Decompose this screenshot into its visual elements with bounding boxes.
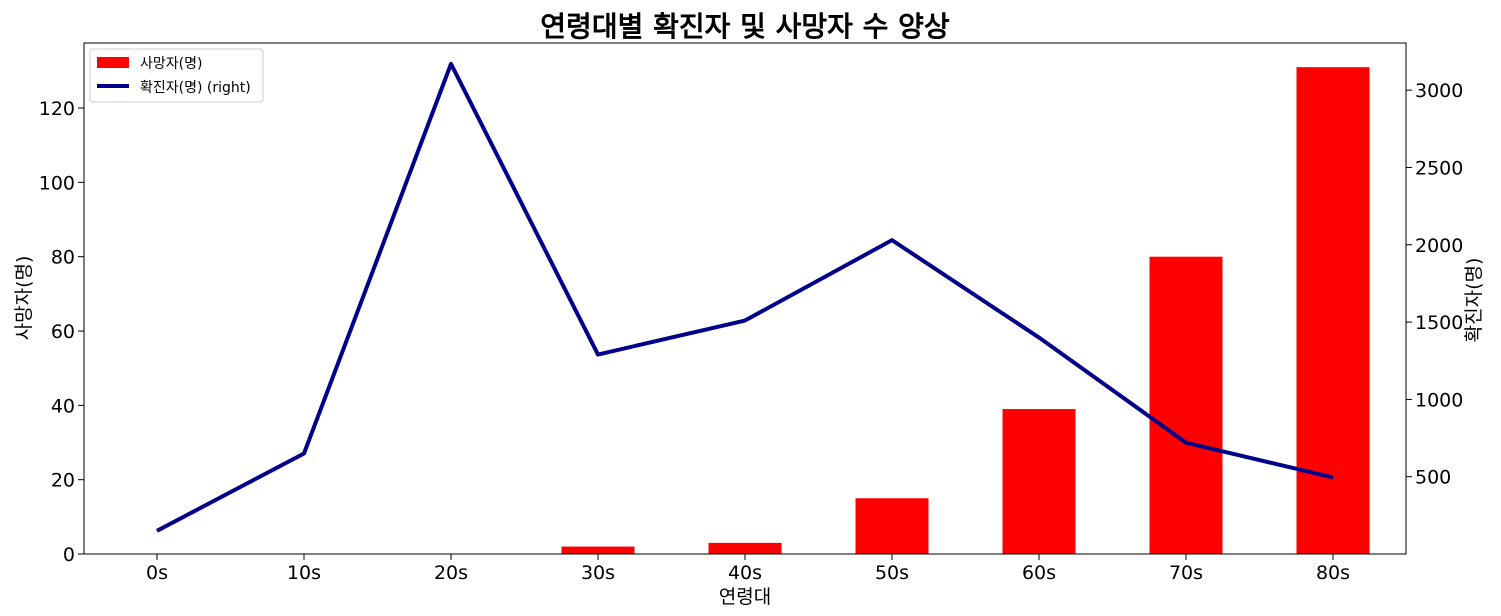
x-axis-label: 연령대	[719, 586, 771, 608]
y-right-tick-label-2000: 2000	[1415, 235, 1463, 257]
y-left-tick-label-100: 100	[39, 172, 75, 194]
bar-80s	[1296, 67, 1370, 554]
x-tick-label-80s: 80s	[1316, 562, 1350, 584]
x-tick-label-20s: 20s	[434, 562, 468, 584]
y-left-tick-label-20: 20	[51, 470, 75, 492]
bar-70s	[1149, 256, 1223, 554]
x-tick-label-70s: 70s	[1169, 562, 1203, 584]
y-left-tick-label-40: 40	[51, 395, 75, 417]
cases-point-40s	[744, 320, 746, 322]
legend-label-cases: 확진자(명) (right)	[140, 80, 251, 96]
legend: 사망자(명) 확진자(명) (right)	[89, 48, 264, 103]
y-right-tick-label-1500: 1500	[1415, 312, 1463, 334]
x-tick-label-60s: 60s	[1022, 562, 1056, 584]
cases-point-70s	[1185, 442, 1187, 444]
line-layer	[156, 61, 1334, 533]
bar-50s	[855, 498, 929, 554]
cases-point-20s	[450, 63, 452, 65]
legend-box	[89, 48, 264, 103]
cases-point-80s	[1332, 476, 1334, 478]
y-left-tick-label-120: 120	[39, 98, 75, 120]
legend-label-deaths: 사망자(명)	[140, 56, 202, 72]
x-tick-label-40s: 40s	[728, 562, 762, 584]
y-left-tick-label-80: 80	[51, 247, 75, 269]
cases-point-50s	[891, 239, 893, 241]
cases-point-0s	[156, 530, 158, 532]
cases-point-10s	[303, 453, 305, 455]
x-axis: 0s 10s 20s 30s 40s 50s 60s 70s 80s	[146, 554, 1350, 584]
y-right-tick-label-3000: 3000	[1415, 80, 1463, 102]
y-right-tick-label-2500: 2500	[1415, 157, 1463, 179]
x-tick-label-10s: 10s	[287, 562, 321, 584]
x-tick-label-30s: 30s	[581, 562, 615, 584]
y-axis-right: 500 1000 1500 2000 2500 3000	[1406, 80, 1463, 489]
x-tick-label-0s: 0s	[146, 562, 168, 584]
bar-30s	[561, 546, 635, 554]
y-left-tick-label-60: 60	[51, 321, 75, 343]
y-axis-left-label: 사망자(명)	[13, 256, 35, 341]
y-right-tick-label-1000: 1000	[1415, 389, 1463, 411]
bar-60s	[1002, 409, 1076, 554]
cases-point-30s	[597, 354, 599, 356]
chart-title: 연령대별 확진자 및 사망자 수 양상	[540, 10, 950, 43]
x-tick-label-50s: 50s	[875, 562, 909, 584]
bars-layer	[561, 67, 1370, 554]
y-axis-left: 0 20 40 60 80 100 120	[39, 98, 84, 566]
legend-swatch-deaths	[97, 57, 129, 68]
bar-40s	[708, 542, 782, 554]
cases-point-60s	[1038, 337, 1040, 339]
y-right-tick-label-500: 500	[1415, 467, 1451, 489]
y-axis-right-label: 확진자(명)	[1463, 258, 1485, 343]
y-left-tick-label-0: 0	[63, 544, 75, 566]
